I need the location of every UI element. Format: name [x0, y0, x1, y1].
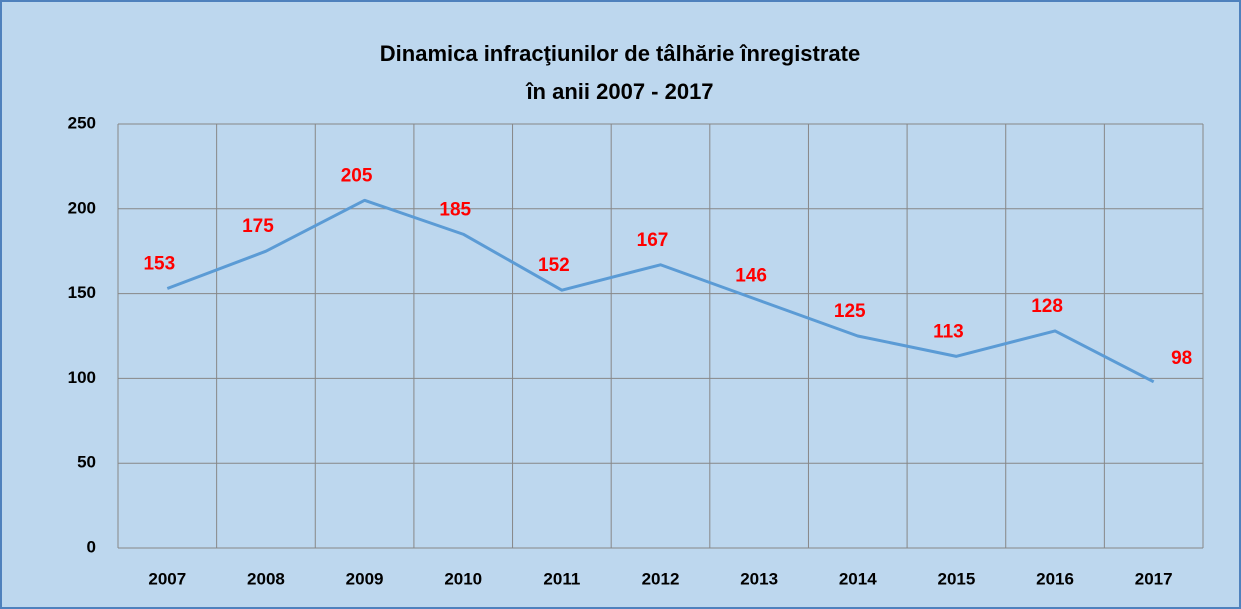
data-label: 98	[1171, 348, 1192, 369]
data-label: 152	[538, 255, 570, 276]
data-label: 175	[242, 216, 274, 237]
x-tick-label: 2014	[839, 569, 877, 588]
x-tick-label: 2007	[148, 569, 186, 588]
y-tick-label: 0	[87, 537, 96, 556]
x-tick-label: 2017	[1135, 569, 1173, 588]
data-label: 146	[735, 265, 767, 286]
data-label: 128	[1031, 296, 1063, 317]
x-tick-label: 2012	[642, 569, 680, 588]
x-tick-label: 2013	[740, 569, 778, 588]
chart-title: în anii 2007 - 2017	[525, 79, 713, 104]
data-label: 113	[933, 321, 964, 342]
line	[166, 198, 1155, 384]
y-tick-label: 150	[68, 283, 96, 302]
y-tick-label: 250	[68, 113, 96, 132]
x-tick-label: 2009	[346, 569, 384, 588]
x-tick-label: 2016	[1036, 569, 1074, 588]
data-label: 125	[834, 301, 866, 322]
y-tick-label: 100	[68, 368, 96, 387]
x-tick-label: 2010	[444, 569, 482, 588]
data-label: 167	[637, 230, 669, 251]
data-label: 153	[143, 254, 175, 275]
x-tick-label: 2015	[937, 569, 975, 588]
y-tick-label: 200	[68, 198, 96, 217]
x-tick-label: 2008	[247, 569, 285, 588]
data-label: 205	[341, 165, 373, 186]
chart-title: Dinamica infracţiunilor de tâlhărie înre…	[380, 41, 860, 66]
data-label: 185	[439, 199, 471, 220]
x-tick-label: 2011	[543, 569, 580, 588]
y-tick-label: 50	[77, 453, 96, 472]
